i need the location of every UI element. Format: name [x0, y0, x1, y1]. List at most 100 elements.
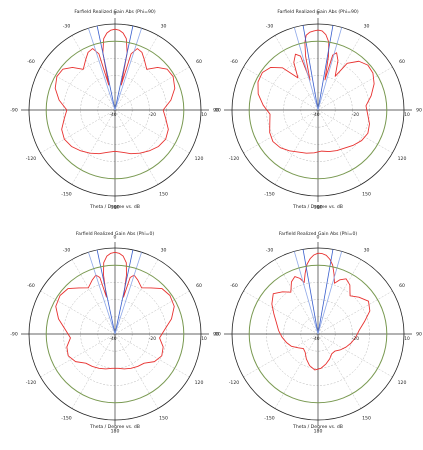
grid-spoke: [274, 109, 319, 185]
grid-spoke: [114, 290, 190, 335]
theta-tick-label: 0: [114, 235, 117, 241]
grid-spoke: [243, 333, 319, 378]
theta-tick-label: -150: [264, 416, 275, 422]
reference-level-circle: [45, 40, 185, 180]
reference-level-circle: [248, 264, 388, 404]
grid-spoke: [114, 259, 159, 335]
beamwidth-line: [114, 28, 142, 111]
theta-tick-label: -30: [266, 248, 274, 254]
beam-direction-line: [317, 249, 334, 335]
beamwidth-line: [114, 252, 142, 335]
theta-tick-label: 0: [317, 11, 320, 17]
radial-tick-label: -40: [312, 336, 319, 342]
theta-tick-label: 150: [362, 416, 371, 422]
theta-tick-label: 30: [161, 248, 167, 254]
realized-gain-curve: [257, 29, 375, 154]
beamwidth-line: [88, 28, 116, 111]
grid-spoke: [114, 109, 190, 154]
theta-tick-label: 150: [159, 416, 168, 422]
grid-spoke: [317, 290, 393, 335]
theta-tick-label: 0: [317, 235, 320, 241]
radial-tick-label: -20: [149, 336, 156, 342]
radial-tick-label: 10: [404, 112, 410, 118]
theta-tick-label: 150: [362, 192, 371, 198]
grid-spoke: [317, 259, 362, 335]
theta-tick-label: -60: [27, 59, 35, 65]
beam-direction-line: [302, 249, 319, 335]
grid-spoke: [71, 109, 116, 185]
polar-chart-4: Farfield Realized Gain Abs (Phi=0)0 30 60 9…: [213, 231, 422, 435]
theta-tick-label: 90: [213, 108, 219, 114]
theta-tick-label: -30: [266, 24, 274, 30]
grid-spoke: [71, 333, 116, 409]
theta-tick-label: -60: [230, 283, 238, 289]
beam-direction-line: [302, 25, 319, 111]
theta-tick-label: 90: [416, 332, 422, 338]
radial-tick-label: 10: [201, 112, 207, 118]
theta-tick-label: 0: [114, 11, 117, 17]
grid-spoke: [71, 259, 116, 335]
grid-spoke: [114, 333, 190, 378]
theta-tick-label: 30: [364, 248, 370, 254]
beamwidth-line: [293, 251, 319, 335]
grid-spoke: [40, 66, 116, 111]
radial-tick-label: -40: [312, 112, 319, 118]
beam-direction-line: [114, 25, 134, 111]
theta-tick-label: -120: [26, 380, 37, 386]
theta-tick-label: 90: [416, 108, 422, 114]
theta-tick-label: 30: [161, 24, 167, 30]
outer-circle: [231, 23, 405, 197]
beamwidth-line: [293, 27, 319, 111]
theta-tick-label: 120: [195, 156, 204, 162]
grid-spoke: [243, 290, 319, 335]
theta-tick-label: -120: [229, 380, 240, 386]
reference-level-circle: [248, 40, 388, 180]
theta-tick-label: 150: [159, 192, 168, 198]
realized-gain-curve: [55, 251, 175, 370]
axis-label: Theta / Degree vs. dB: [89, 204, 140, 210]
beam-direction-line: [96, 25, 116, 111]
outer-circle: [28, 247, 202, 421]
theta-tick-label: -90: [213, 108, 221, 114]
theta-tick-label: 60: [399, 283, 405, 289]
grid-spoke: [317, 333, 393, 378]
outer-circle: [28, 23, 202, 197]
grid-spoke: [114, 35, 159, 111]
radial-tick-label: -40: [109, 336, 116, 342]
axis-label: Theta / Degree vs. dB: [292, 204, 343, 210]
theta-tick-label: 180: [111, 205, 120, 211]
polar-chart-1: Farfield Realized Gain Abs (Phi=90)0 30 60…: [10, 9, 219, 211]
theta-tick-label: 120: [398, 380, 407, 386]
theta-tick-label: -30: [63, 24, 71, 30]
polar-chart-3: Farfield Realized Gain Abs (Phi=0)0 30 60 9…: [10, 231, 219, 435]
theta-tick-label: -150: [61, 192, 72, 198]
theta-tick-label: -150: [264, 192, 275, 198]
beam-direction-line: [96, 249, 116, 335]
grid-spoke: [114, 333, 159, 409]
theta-tick-label: -120: [26, 156, 37, 162]
beam-direction-line: [114, 249, 134, 335]
theta-tick-label: -60: [230, 59, 238, 65]
radial-tick-label: 10: [201, 336, 207, 342]
grid-spoke: [71, 35, 116, 111]
chart-title: Farfield Realized Gain Abs (Phi=90): [277, 9, 358, 15]
theta-tick-label: -120: [229, 156, 240, 162]
grid-spoke: [317, 35, 362, 111]
axis-label: Theta / Degree vs. dB: [89, 424, 140, 430]
grid-spoke: [40, 333, 116, 378]
realized-gain-curve: [271, 252, 371, 371]
reference-level-circle: [45, 264, 185, 404]
radial-tick-label: -20: [352, 336, 359, 342]
theta-tick-label: 60: [399, 59, 405, 65]
outer-circle: [231, 247, 405, 421]
theta-tick-label: -150: [61, 416, 72, 422]
axis-label: Theta / Degree vs. dB: [292, 424, 343, 430]
theta-tick-label: 120: [195, 380, 204, 386]
grid-spoke: [243, 109, 319, 154]
grid-spoke: [114, 109, 159, 185]
grid-spoke: [40, 109, 116, 154]
grid-spoke: [40, 290, 116, 335]
polar-chart-2: Farfield Realized Gain Abs (Phi=90)0 30 60…: [213, 9, 422, 211]
